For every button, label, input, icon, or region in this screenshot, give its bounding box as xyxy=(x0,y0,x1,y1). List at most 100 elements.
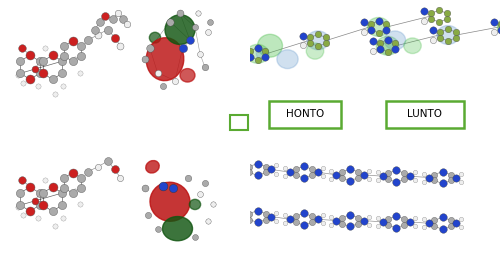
Point xyxy=(94,33,102,37)
Point xyxy=(194,11,202,16)
Point xyxy=(497,28,500,32)
Point xyxy=(196,192,204,196)
Ellipse shape xyxy=(376,36,399,55)
Point xyxy=(452,221,460,225)
Point xyxy=(384,49,392,54)
Point xyxy=(235,210,243,215)
Point xyxy=(438,169,446,174)
Point xyxy=(158,183,166,188)
Point xyxy=(346,179,354,183)
Point xyxy=(420,179,428,184)
Ellipse shape xyxy=(165,15,195,44)
Point xyxy=(76,202,84,207)
Point xyxy=(368,39,376,43)
Point xyxy=(429,28,437,32)
Point xyxy=(104,159,112,164)
Point xyxy=(171,79,179,83)
Point xyxy=(184,175,192,180)
Point xyxy=(292,220,300,224)
Point xyxy=(58,71,66,75)
Point xyxy=(430,178,438,183)
Point xyxy=(26,53,34,57)
Point xyxy=(292,173,300,177)
Point xyxy=(144,213,152,217)
Point xyxy=(452,36,460,40)
Point xyxy=(58,203,66,207)
Point xyxy=(246,211,254,216)
Point xyxy=(374,224,382,228)
Point xyxy=(497,22,500,26)
Point xyxy=(71,57,79,61)
Point xyxy=(48,209,56,213)
Point xyxy=(191,235,199,239)
Point xyxy=(262,217,270,222)
Point xyxy=(457,171,465,176)
Point xyxy=(16,59,24,63)
Ellipse shape xyxy=(307,31,329,50)
Point xyxy=(376,41,384,45)
Point xyxy=(354,170,362,174)
Point xyxy=(430,224,438,228)
Point xyxy=(374,31,382,35)
Point xyxy=(186,38,194,43)
Point xyxy=(254,161,262,166)
Ellipse shape xyxy=(146,161,159,173)
FancyBboxPatch shape xyxy=(386,101,464,128)
Point xyxy=(18,81,26,86)
Point xyxy=(18,213,26,217)
Point xyxy=(30,199,38,203)
Point xyxy=(281,174,289,178)
Point xyxy=(48,185,56,189)
Point xyxy=(26,77,34,82)
Point xyxy=(420,19,428,23)
Point xyxy=(84,170,92,174)
Point xyxy=(76,44,84,48)
Point xyxy=(360,218,368,223)
Point xyxy=(392,214,400,218)
Point xyxy=(308,167,316,171)
Point xyxy=(111,36,119,40)
Point xyxy=(428,11,436,15)
Point xyxy=(267,214,275,219)
Point xyxy=(376,47,384,51)
Point xyxy=(254,46,262,50)
Point xyxy=(254,173,262,178)
Point xyxy=(435,8,443,12)
Point xyxy=(141,57,149,61)
Point xyxy=(246,55,254,59)
Point xyxy=(191,25,199,29)
Point xyxy=(158,84,166,88)
Point xyxy=(71,189,79,193)
Point xyxy=(16,191,24,195)
Point xyxy=(272,171,280,176)
Point xyxy=(374,178,382,182)
Point xyxy=(420,217,428,221)
Point xyxy=(292,167,300,171)
Point xyxy=(308,220,316,224)
Point xyxy=(318,166,326,170)
Point xyxy=(314,44,322,48)
Point xyxy=(446,224,454,228)
Point xyxy=(235,171,243,176)
Point xyxy=(235,163,243,168)
Ellipse shape xyxy=(384,31,406,50)
Point xyxy=(272,210,280,215)
Point xyxy=(457,225,465,229)
Point xyxy=(124,22,132,26)
Point xyxy=(206,19,214,24)
Point xyxy=(60,176,68,180)
Point xyxy=(420,9,428,13)
Point xyxy=(392,168,400,172)
Point xyxy=(400,177,408,181)
Point xyxy=(322,41,330,45)
Point xyxy=(240,167,248,172)
Ellipse shape xyxy=(437,26,459,44)
Point xyxy=(338,221,346,226)
Point xyxy=(411,170,419,174)
Point xyxy=(68,171,76,175)
Point xyxy=(314,170,322,174)
Ellipse shape xyxy=(162,217,192,241)
Ellipse shape xyxy=(258,34,282,57)
Ellipse shape xyxy=(404,38,421,54)
Point xyxy=(378,220,386,224)
